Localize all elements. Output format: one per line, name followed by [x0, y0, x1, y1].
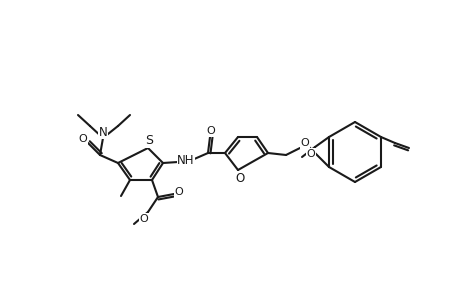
Text: O: O: [206, 126, 215, 136]
Text: N: N: [98, 125, 107, 139]
Text: S: S: [145, 134, 153, 148]
Text: NH: NH: [177, 154, 194, 166]
Text: O: O: [140, 214, 148, 224]
Text: O: O: [78, 134, 87, 144]
Text: O: O: [235, 172, 244, 184]
Text: O: O: [300, 138, 309, 148]
Text: O: O: [306, 149, 315, 159]
Text: O: O: [174, 187, 183, 197]
